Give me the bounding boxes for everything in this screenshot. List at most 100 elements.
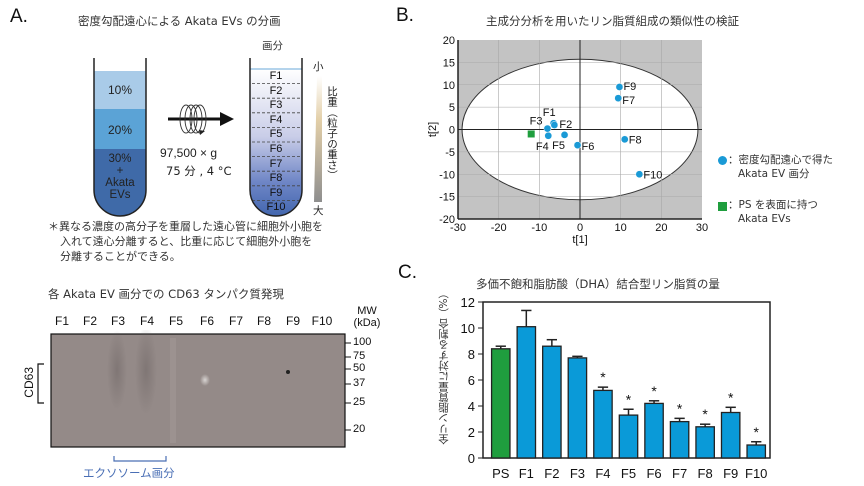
x-tick-label: F6 [646, 466, 661, 481]
legend-fractions-line: Akata EV 画分 [738, 168, 810, 180]
layer-20 [94, 109, 146, 149]
bar-F7 [669, 420, 690, 459]
legend-ps: ：PS を表面に持つ Akata EVs [728, 198, 818, 226]
x-tick-label: 0 [577, 222, 583, 234]
arrow-head-icon [220, 112, 234, 126]
layer-label-30-line: Akata [105, 177, 135, 189]
x-tick-label: -10 [531, 222, 547, 234]
y-tick-label: 20 [443, 35, 455, 47]
bar-F9 [720, 411, 741, 459]
x-tick-label: F9 [723, 466, 738, 481]
density-axis-label: 比重（粒子の重さ） [326, 86, 338, 181]
point-label: F2 [559, 119, 572, 131]
blot-artifact [200, 374, 210, 386]
panel-a-label: A. [10, 6, 28, 27]
x-tick-label: -20 [491, 222, 507, 234]
layer-30 [94, 149, 146, 216]
layer-label-10: 10% [107, 83, 133, 97]
fraction-label: F8 [269, 172, 283, 185]
point-label: F6 [582, 141, 595, 153]
note-line-1: ＊異なる濃度の高分子を重層した遠心管に細胞外小胞を [48, 220, 323, 233]
band-f4 [135, 330, 157, 415]
y-tick-label: 8 [468, 347, 475, 362]
legend-ps-line: Akata EVs [738, 213, 791, 225]
mw-marker-label: 25 [353, 396, 366, 408]
x-tick-label: F3 [570, 466, 585, 481]
legend-fractions: ：密度勾配遠心で得た Akata EV 画分 [728, 153, 833, 181]
bar-F2 [542, 345, 562, 459]
significance-marker: * [677, 400, 683, 416]
layer-10 [94, 71, 146, 109]
mw-marker-label: 20 [353, 423, 366, 435]
bar-F5 [618, 414, 639, 459]
y-tick-label: 10 [461, 321, 475, 336]
mw-marker-label: 50 [353, 362, 366, 374]
bar-F3 [567, 357, 588, 459]
band-f3 [107, 330, 127, 410]
layer-label-30-line: + [116, 165, 124, 177]
point-label: F4 [536, 141, 549, 153]
lane-label: F3 [110, 314, 125, 328]
panel-b-label: B. [396, 5, 414, 26]
data-point-ps [527, 130, 535, 138]
centrifuge-speed: 97,500 × g [160, 146, 218, 160]
panel-a-title: 密度勾配遠心による Akata EVs の分画 [78, 14, 281, 28]
legend-circle-icon [718, 156, 727, 165]
legend-square-icon [718, 202, 727, 211]
bar-F1 [516, 326, 537, 459]
y-tick-label: 10 [443, 80, 455, 92]
right-tube-outline [249, 58, 303, 217]
y-tick-label: -20 [439, 214, 455, 226]
bar-F4 [593, 389, 613, 459]
density-large-label: 大 [313, 205, 324, 217]
x-tick-label: F1 [519, 466, 534, 481]
exosome-bracket [113, 456, 167, 462]
fraction-label: F1 [269, 70, 283, 82]
mw-marker-label: 100 [353, 336, 372, 348]
y-tick-label: 12 [461, 295, 475, 310]
significance-marker: * [600, 369, 606, 385]
x-tick-label: -30 [450, 222, 466, 234]
x-tick-label: F4 [595, 466, 610, 481]
data-point-F10 [635, 170, 644, 179]
significance-marker: * [728, 389, 734, 405]
blot-dot [286, 370, 290, 374]
lane-label: F1 [54, 314, 69, 328]
lane-label: F10 [311, 314, 333, 328]
mw-marker-label: 37 [353, 377, 366, 389]
y-tick-label: 2 [468, 425, 475, 440]
x-tick-label: PS [492, 466, 510, 481]
blot-title: 各 Akata EV 画分での CD63 タンパク質発現 [48, 287, 284, 301]
bar-F6 [644, 402, 664, 459]
fraction-header: 画分 [262, 40, 283, 52]
note-line-2: 入れて遠心分離すると、比重に応じて細胞外小胞を [60, 235, 313, 248]
y-tick-label: 15 [443, 57, 455, 69]
fraction-label: F6 [269, 143, 283, 155]
point-label: F1 [543, 107, 556, 119]
legend-fractions-line: ：密度勾配遠心で得た [728, 154, 833, 166]
y-tick-label: 4 [468, 399, 475, 414]
mw-header-line: (kDa) [353, 317, 381, 329]
x-tick-label: F8 [698, 466, 713, 481]
bar-PS [490, 348, 511, 459]
data-point-F3 [543, 124, 552, 133]
point-label: F10 [643, 169, 662, 181]
mw-header: MW (kDa) [350, 305, 384, 329]
lane-label: F7 [228, 314, 243, 328]
point-label: F5 [552, 140, 565, 152]
note-line-3: 分離することができる。 [60, 250, 181, 263]
pca-scatter-chart: -30 -20 -10 0 10 20 3020151050-5-10-15-20t[1]t… [427, 35, 708, 246]
bar-F8 [695, 426, 715, 459]
lane-label: F9 [285, 314, 300, 328]
left-tube-outline [93, 58, 147, 217]
data-point-F9 [615, 83, 624, 91]
x-tick-label: 30 [696, 222, 708, 234]
x-tick-label: 20 [655, 222, 667, 234]
lane-label: F6 [199, 314, 214, 328]
y-axis-label: t[2] [427, 122, 439, 137]
layer-label-20: 20% [107, 123, 133, 137]
significance-marker: * [651, 383, 657, 399]
y-tick-label: -5 [445, 147, 455, 159]
fraction-label: F4 [269, 113, 283, 126]
data-point-F8 [620, 135, 629, 144]
